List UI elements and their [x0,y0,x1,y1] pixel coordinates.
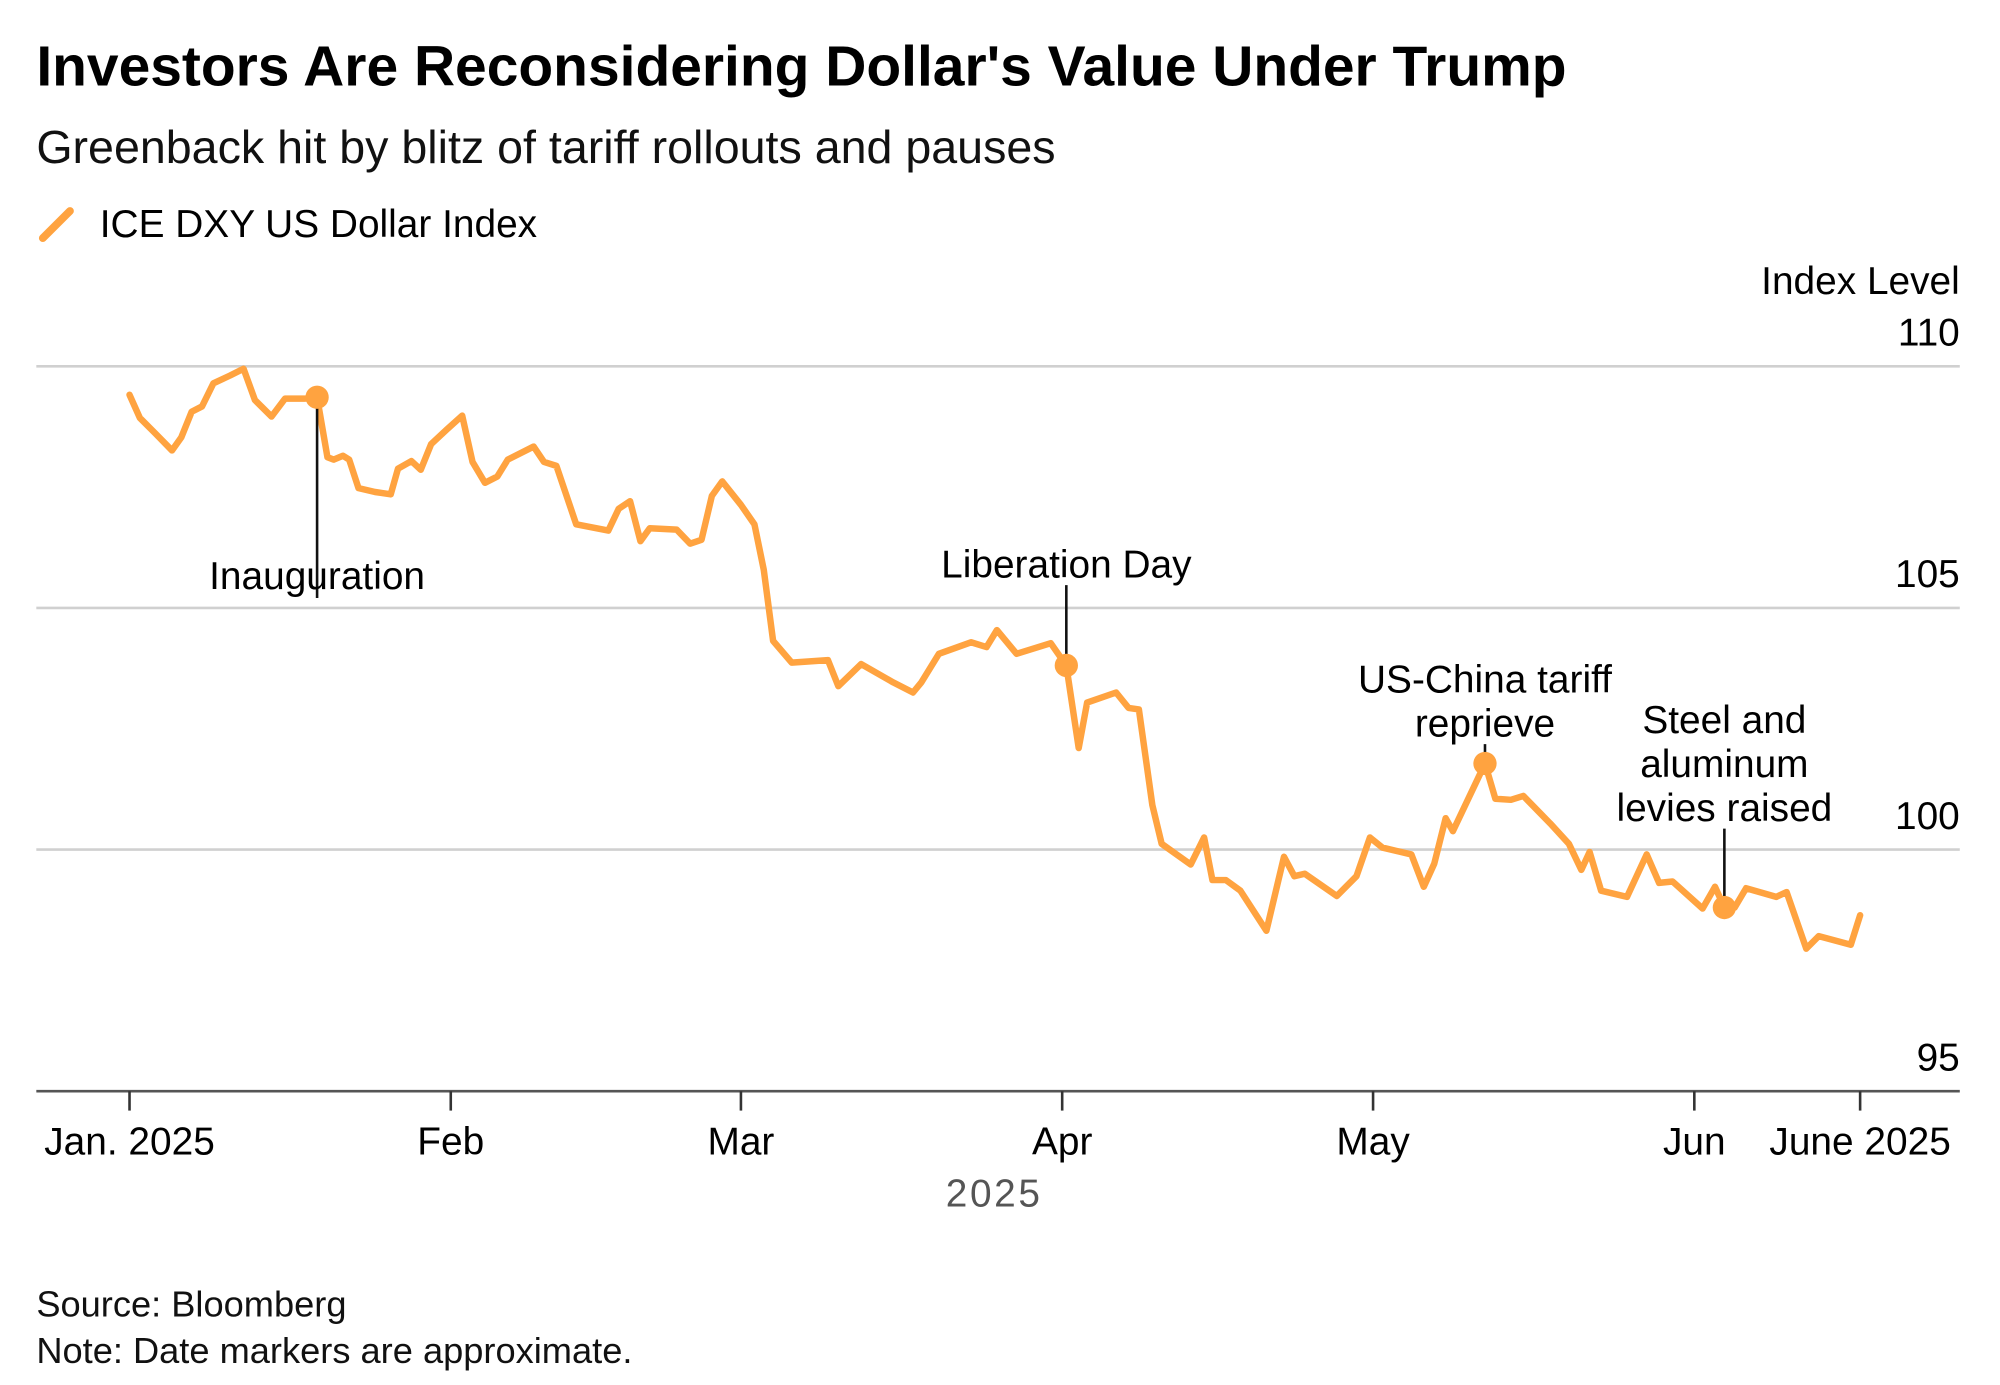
annotation-marker [1054,653,1078,678]
x-tick-label: Jun [1663,1121,1726,1164]
x-tick-label: Mar [707,1121,774,1164]
annotation-label: Liberation Day [941,543,1192,586]
annotation-label: levies raised [1616,787,1832,830]
y-tick-label: 105 [1895,553,1960,596]
annotation-label: reprieve [1415,702,1555,745]
y-tick-label: 110 [1898,312,1960,355]
x-tick-label: Feb [417,1121,484,1164]
annotation-marker [1712,895,1737,920]
x-tick-label: May [1336,1121,1410,1164]
y-axis-label: Index Level [1761,260,1960,303]
note: Note: Date markers are approximate. [36,1330,632,1371]
chart-title: Investors Are Reconsidering Dollar's Val… [36,34,1566,98]
annotation-label: Steel and [1642,699,1806,742]
annotation-marker [305,385,329,409]
x-tick-label: Jan. 2025 [44,1121,215,1164]
annotation-label: US-China tariff [1358,658,1612,701]
data-line [126,365,1864,952]
annotation-label: aluminum [1640,743,1808,786]
x-axis-label: 2025 [946,1172,1043,1215]
x-tick-label: Apr [1032,1121,1092,1164]
annotation-label: Inauguration [209,555,425,598]
legend-swatch [38,207,74,243]
annotation-marker [1473,751,1497,776]
legend-label: ICE DXY US Dollar Index [100,203,537,246]
y-tick-label: 95 [1917,1036,1960,1079]
chart-subtitle: Greenback hit by blitz of tariff rollout… [36,121,1055,173]
x-tick-label: June 2025 [1769,1121,1950,1164]
source: Source: Bloomberg [36,1283,346,1324]
y-tick-label: 100 [1895,795,1960,838]
